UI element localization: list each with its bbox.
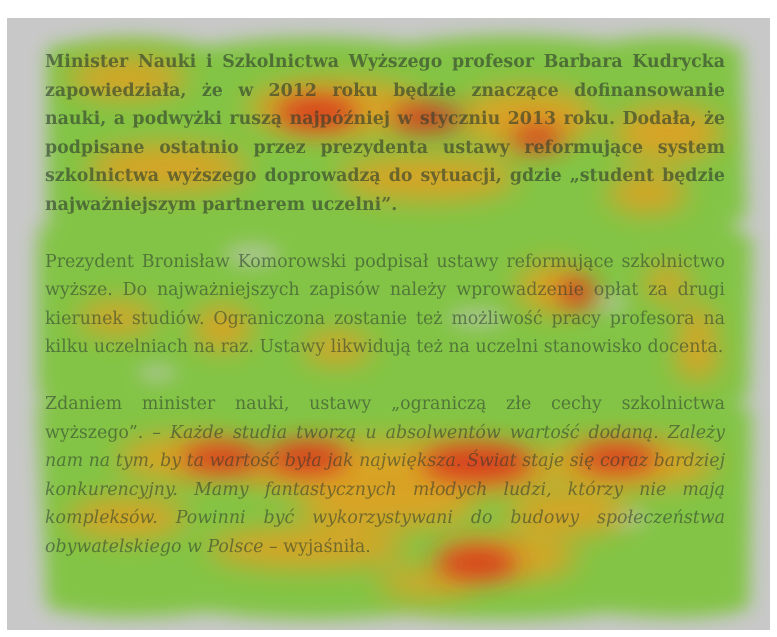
paragraph-3-lead: Zdaniem minister nauki, ustawy „ogranicz… xyxy=(45,393,725,443)
paragraph-3-quote: Każde studia tworzą u absolwentów wartoś… xyxy=(45,422,725,557)
paragraph-2: Prezydent Bronisław Komorowski podpisał … xyxy=(45,251,725,358)
heatmap-panel: Minister Nauki i Szkolnictwa Wyższego pr… xyxy=(7,18,770,630)
eye-tracking-heatmap xyxy=(37,35,752,620)
paragraph-3: Zdaniem minister nauki, ustawy „ogranicz… xyxy=(45,390,725,562)
heat-high-layer xyxy=(182,97,657,579)
article-text: Minister Nauki i Szkolnictwa Wyższego pr… xyxy=(45,48,725,590)
paragraph-3-tail: – wyjaśniła. xyxy=(263,536,371,557)
heat-gap-layer xyxy=(137,243,649,528)
paragraph-1: Minister Nauki i Szkolnictwa Wyższego pr… xyxy=(45,52,725,215)
